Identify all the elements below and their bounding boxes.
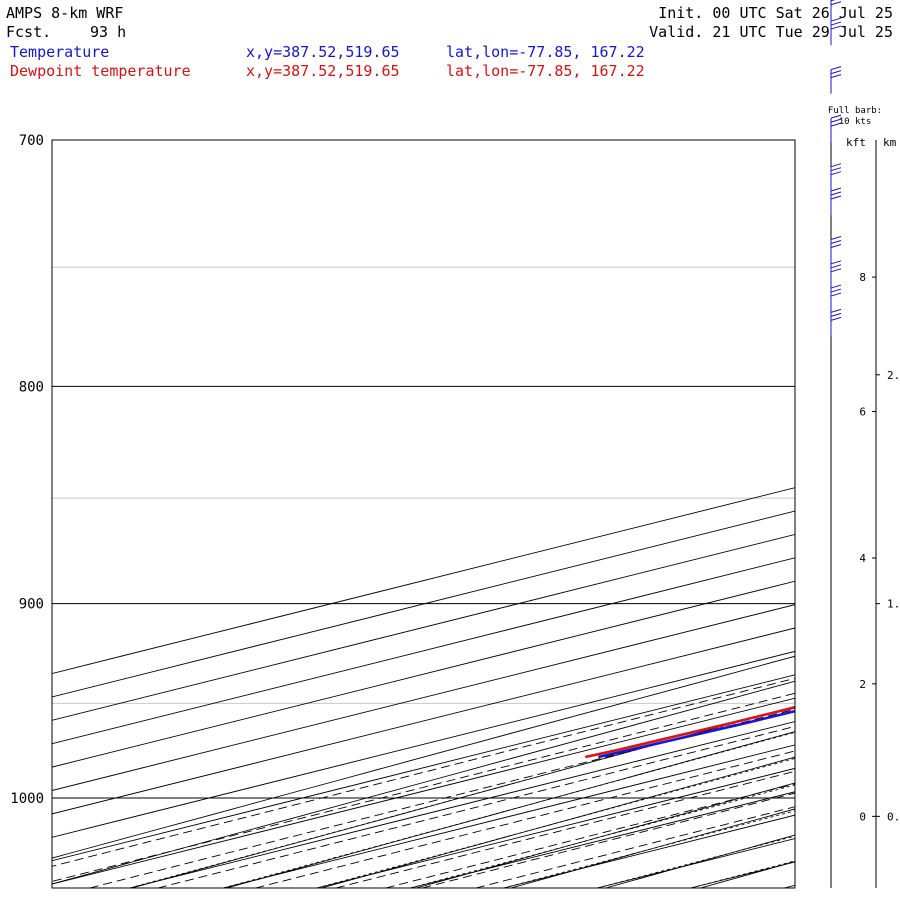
- pressure-tick-label: 1000: [10, 791, 44, 807]
- km-tick-label: 2.: [887, 369, 900, 382]
- isotherm-line: [223, 744, 795, 888]
- valid-time: Valid. 21 UTC Tue 29 Jul 25: [649, 23, 893, 41]
- wind-barb-flag: [830, 1, 842, 6]
- moist-adiabat-line: [316, 758, 795, 888]
- wind-barb-flag: [830, 25, 842, 30]
- isotherm-line: [410, 791, 795, 888]
- dry-adiabat-line: [131, 705, 795, 888]
- wind-barb-flag: [830, 312, 842, 317]
- wind-barb-flag: [830, 288, 842, 293]
- legend-dewpoint-label: Dewpoint temperature: [10, 62, 191, 80]
- wind-barb-flag: [830, 171, 842, 176]
- kft-tick-label: 8: [859, 271, 866, 284]
- isotherm-line: [503, 814, 795, 888]
- mixing-ratio-line: [385, 783, 795, 888]
- wind-barb-flag: [830, 187, 842, 192]
- wind-barb-flag: [830, 308, 842, 313]
- mixing-ratio-line: [52, 692, 795, 882]
- mixing-ratio-line: [422, 792, 795, 888]
- wind-barb-flag: [830, 240, 842, 245]
- grid-labels: 7008009001000-70-60-50-40-30-20-10010220…: [10, 133, 44, 807]
- dry-adiabat-line: [321, 756, 795, 888]
- km-tick-label: 1.: [887, 598, 900, 611]
- wind-barb-flag: [830, 236, 842, 241]
- wind-key-line2: 10 kts: [839, 117, 872, 127]
- init-time: Init. 00 UTC Sat 26 Jul 25: [658, 4, 893, 22]
- isotherm-line: [597, 838, 795, 888]
- wind-key-line1: Full barb:: [828, 106, 882, 116]
- wind-barb-flag: [830, 70, 842, 75]
- wind-barb-flag: [830, 163, 842, 168]
- legend-dewpoint-xy: x,y=387.52,519.65: [246, 62, 400, 80]
- wind-barb-flag: [830, 316, 842, 321]
- isotherm-line: [52, 697, 795, 885]
- wind-barb-flag: [830, 0, 836, 2]
- wind-barb-flag: [830, 118, 842, 123]
- wind-barb-flag: [830, 74, 842, 79]
- wind-barb-flag: [830, 122, 842, 127]
- model-name: AMPS 8-km WRF: [6, 4, 123, 22]
- wind-barb-flag: [830, 114, 842, 119]
- mixing-ratio-line: [255, 750, 795, 888]
- wind-barb-flag: [830, 21, 842, 26]
- dry-adiabat-line: [700, 861, 795, 888]
- pressure-tick-label: 800: [19, 379, 44, 395]
- wind-barb-flag: [830, 260, 842, 265]
- wind-barb-flag: [830, 268, 842, 273]
- wind-barb-flag: [830, 191, 842, 196]
- dry-adiabat-line: [52, 680, 795, 885]
- wind-barb-flag: [830, 244, 842, 249]
- moist-adiabat-line: [410, 784, 795, 888]
- legend-dewpoint-latlon: lat,lon=-77.85, 167.22: [446, 62, 645, 80]
- wind-barb-flag: [830, 167, 842, 172]
- isotherm-line: [129, 721, 795, 888]
- legend-temperature-label: Temperature: [10, 43, 109, 61]
- isotherm-line: [784, 884, 795, 888]
- pressure-tick-label: 900: [19, 597, 44, 613]
- plot-frame: [51, 139, 796, 889]
- legend-temperature-latlon: lat,lon=-77.85, 167.22: [446, 43, 645, 61]
- km-tick-label: 0.: [887, 810, 900, 823]
- km-axis-label: km: [883, 136, 897, 149]
- kft-tick-label: 2: [859, 678, 866, 691]
- wind-barb-flag: [830, 195, 842, 200]
- wind-barb-flag: [830, 264, 842, 269]
- forecast-hours: 93 h: [90, 23, 126, 41]
- forecast-label: Fcst.: [6, 23, 51, 41]
- wind-barb-column: 8 6 4 2 0 2. 1. 0.: [830, 0, 900, 888]
- moist-adiabat-line: [223, 731, 795, 888]
- dry-adiabat-line: [226, 731, 795, 888]
- dry-adiabat-line: [416, 782, 795, 888]
- kft-tick-label: 0: [859, 810, 866, 823]
- wind-barb-flag: [830, 17, 842, 22]
- mixing-ratio-line: [335, 770, 795, 888]
- temperature-profile: [598, 709, 795, 759]
- dry-adiabat-line: [605, 834, 795, 888]
- wind-barb-flag: [830, 66, 842, 71]
- pressure-tick-label: 700: [19, 133, 44, 149]
- moist-adiabat-line: [503, 810, 795, 888]
- legend-temperature-xy: x,y=387.52,519.65: [246, 43, 400, 61]
- kft-tick-label: 6: [859, 406, 866, 419]
- moist-adiabat-line: [129, 706, 795, 888]
- wind-barb-flag: [830, 284, 842, 289]
- kft-tick-label: 4: [859, 552, 866, 565]
- moist-adiabat-line: [597, 835, 795, 888]
- kft-axis-label: kft: [846, 136, 866, 149]
- mixing-ratio-line: [157, 725, 795, 888]
- wind-barb-flag: [830, 292, 842, 297]
